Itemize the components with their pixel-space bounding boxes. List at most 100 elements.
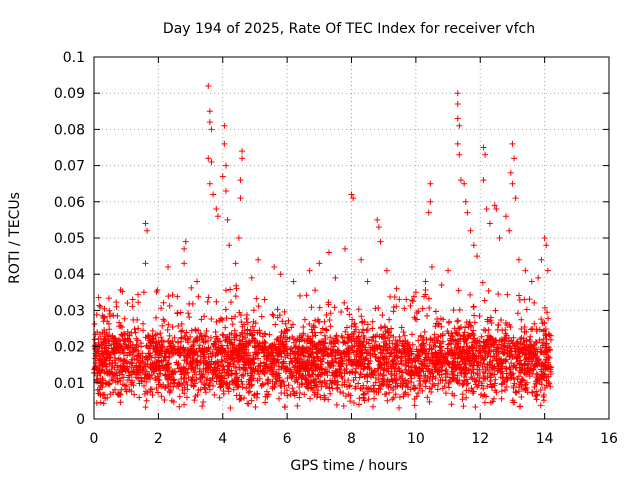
data-point <box>119 332 126 339</box>
data-point <box>230 361 237 368</box>
data-point <box>258 313 265 320</box>
data-point <box>321 332 328 339</box>
data-point <box>480 338 487 345</box>
data-point <box>224 362 231 369</box>
data-point <box>376 342 383 349</box>
data-point <box>165 263 172 270</box>
data-point <box>289 385 296 392</box>
data-point <box>282 368 289 375</box>
data-point <box>177 328 184 335</box>
data-point <box>450 358 457 365</box>
data-point <box>133 335 140 342</box>
data-point <box>495 291 502 298</box>
data-point <box>356 395 363 402</box>
data-point <box>281 403 288 410</box>
data-point <box>188 376 195 383</box>
data-point <box>408 379 415 386</box>
data-point <box>327 310 334 317</box>
data-point <box>506 321 513 328</box>
data-point <box>341 381 348 388</box>
data-point <box>138 343 145 350</box>
data-point <box>205 155 212 162</box>
data-point <box>358 313 365 320</box>
data-point <box>434 367 441 374</box>
data-point <box>471 376 478 383</box>
data-point <box>333 358 340 365</box>
data-point <box>93 311 100 318</box>
data-point <box>183 329 190 336</box>
data-point <box>109 360 116 367</box>
data-point <box>149 391 156 398</box>
data-point <box>222 306 229 313</box>
data-point <box>348 191 355 198</box>
data-point <box>357 371 364 378</box>
data-point <box>403 296 410 303</box>
data-point <box>468 374 475 381</box>
data-point <box>117 338 124 345</box>
data-point <box>208 361 215 368</box>
data-point <box>357 360 364 367</box>
data-point <box>509 180 516 187</box>
data-point <box>311 342 318 349</box>
data-point <box>466 360 473 367</box>
data-point <box>470 242 477 249</box>
data-point <box>100 400 107 407</box>
data-point <box>274 306 281 313</box>
data-point <box>442 390 449 397</box>
data-point <box>232 364 239 371</box>
data-point <box>178 376 185 383</box>
y-tick-label: 0.03 <box>54 303 85 319</box>
data-point <box>184 357 191 364</box>
data-point <box>106 361 113 368</box>
data-point <box>484 364 491 371</box>
data-point <box>510 363 517 370</box>
data-point <box>110 312 117 319</box>
data-point <box>309 360 316 367</box>
data-point <box>480 357 487 364</box>
data-point <box>204 375 211 382</box>
data-point <box>259 333 266 340</box>
data-point <box>205 294 212 301</box>
data-point <box>522 345 529 352</box>
data-point <box>182 238 189 245</box>
data-point <box>348 368 355 375</box>
data-point <box>317 329 324 336</box>
data-point <box>524 361 531 368</box>
data-point <box>136 394 143 401</box>
data-point <box>378 378 385 385</box>
data-point <box>352 323 359 330</box>
data-point <box>236 364 243 371</box>
data-point <box>547 364 554 371</box>
data-point <box>131 347 138 354</box>
data-point <box>542 362 549 369</box>
data-point <box>240 365 247 372</box>
data-point <box>160 299 167 306</box>
data-point <box>300 324 307 331</box>
data-point <box>337 388 344 395</box>
data-point <box>104 380 111 387</box>
data-point <box>320 355 327 362</box>
data-point <box>488 319 495 326</box>
data-point <box>544 267 551 274</box>
data-point <box>531 320 538 327</box>
data-point <box>126 332 133 339</box>
data-point <box>360 326 367 333</box>
data-point <box>469 375 476 382</box>
data-point <box>516 403 523 410</box>
data-point <box>437 377 444 384</box>
data-point <box>476 348 483 355</box>
data-point <box>239 346 246 353</box>
data-point <box>133 362 140 369</box>
data-point <box>491 371 498 378</box>
data-point <box>481 349 488 356</box>
data-point <box>186 300 193 307</box>
data-point <box>341 299 348 306</box>
data-point <box>470 369 477 376</box>
data-point <box>213 298 220 305</box>
data-point <box>484 383 491 390</box>
data-point <box>485 350 492 357</box>
data-point <box>501 337 508 344</box>
data-point <box>223 315 230 322</box>
data-point <box>386 316 393 323</box>
data-point <box>196 366 203 373</box>
